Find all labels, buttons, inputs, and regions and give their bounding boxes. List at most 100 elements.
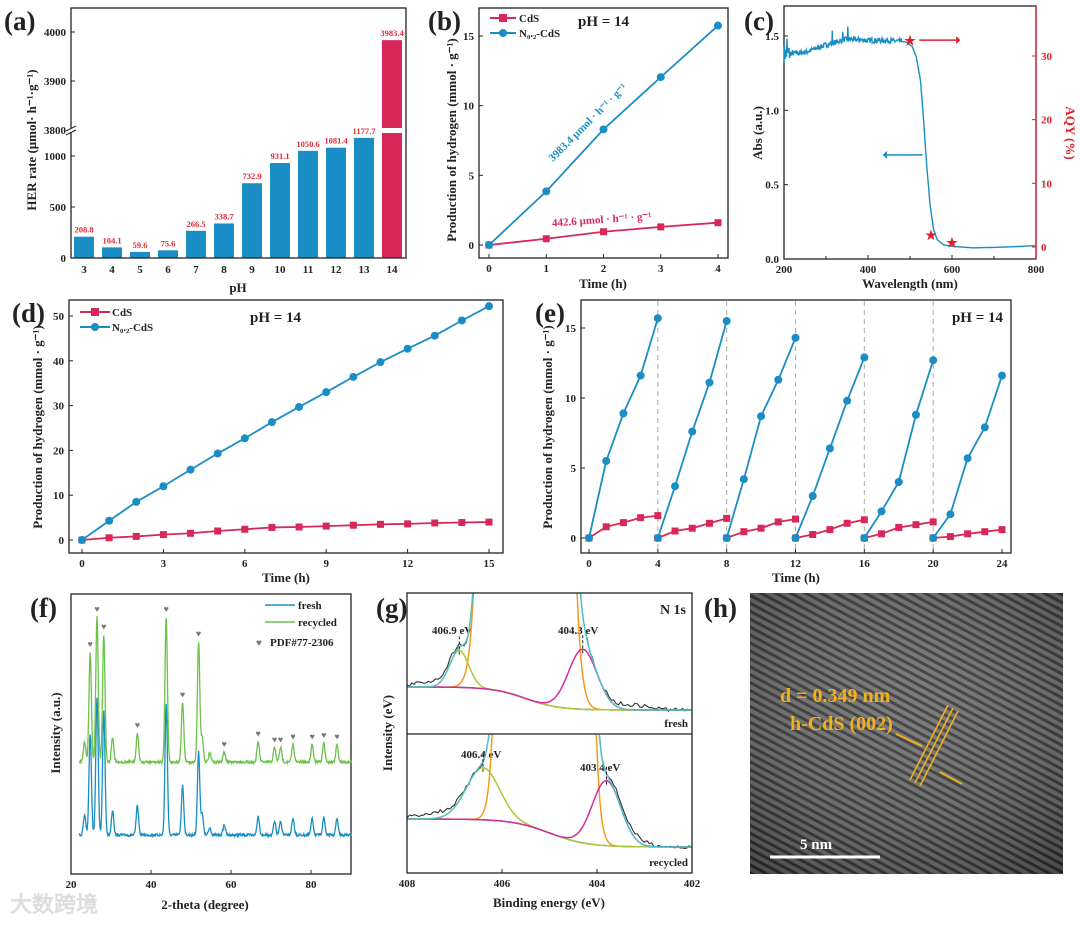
y-tick-label: 3800 [44, 125, 67, 137]
heart-marker-icon: ♥ [88, 639, 93, 649]
n-cds-point [963, 454, 972, 463]
n-cds-point [946, 510, 955, 519]
xps-fit-large [407, 593, 692, 711]
n-cds-point [705, 378, 714, 387]
panel-label-h: (h) [704, 593, 737, 623]
ph-annotation-b: pH = 14 [578, 14, 630, 30]
circle-marker-icon [91, 323, 99, 331]
cds-point [912, 521, 920, 529]
watermark: 大数跨境 [10, 892, 98, 918]
legend-label-n-cds: N₀.₂-CdS [519, 28, 560, 40]
x-tick-label: 80 [306, 879, 318, 891]
arrow-icon [895, 733, 923, 747]
panel-label-g: (g) [376, 593, 407, 623]
heart-marker-icon: ♥ [196, 629, 201, 639]
y-tick-label: 5 [469, 170, 475, 182]
x-tick-label: 15 [484, 558, 496, 570]
cds-point [132, 532, 140, 540]
y-tick-label: 10 [53, 490, 65, 502]
n-cds-point [132, 497, 141, 506]
n-cds-line [81, 305, 490, 541]
legend-f: fresh recycled ♥ PDF#77-2306 [256, 600, 337, 649]
x-tick-label: 12 [790, 558, 802, 570]
x-tick-label: 2 [601, 263, 607, 275]
heart-marker-icon: ♥ [101, 621, 106, 631]
legend-label-pdf: PDF#77-2306 [270, 637, 334, 649]
cds-point [714, 219, 722, 227]
n-cds-line [863, 359, 935, 539]
n-cds-line [488, 24, 719, 246]
cds-point [946, 533, 954, 541]
scale-bar-label: 5 nm [800, 837, 833, 853]
xps-background [407, 686, 692, 711]
legend-label-fresh: fresh [298, 600, 322, 612]
n-cds-point [457, 316, 466, 325]
cds-point [757, 524, 765, 532]
n-cds-point [585, 534, 593, 542]
x-tick-label: 200 [776, 264, 793, 276]
x-tick-label: 600 [944, 264, 961, 276]
xps-raw-data [407, 734, 691, 850]
x-tick-label: 3 [658, 263, 664, 275]
peak-label-fresh-1: 406.9 eV [432, 625, 472, 637]
x-tick-label: 40 [146, 879, 158, 891]
y-axis-title-f: Intensity (a.u.) [48, 692, 63, 773]
chart-d: 0 3 6 9 12 15 0 10 20 30 40 50 [53, 299, 504, 570]
cds-point [964, 530, 972, 538]
cds-point [657, 223, 665, 231]
cds-point [895, 524, 903, 531]
panel-label-c: (c) [744, 6, 774, 36]
y-tick-label: 10 [565, 393, 577, 405]
heart-marker-icon: ♥ [180, 690, 185, 700]
bar-value-label: 1177.7 [353, 126, 377, 136]
y-tick-label: 0 [1041, 242, 1047, 254]
cds-point [376, 520, 384, 528]
panel-label-b: (b) [428, 6, 461, 36]
cds-point [688, 524, 696, 532]
bar [186, 230, 206, 258]
n-cds-point [78, 536, 86, 544]
x-tick-label: 0 [586, 558, 592, 570]
cds-point [268, 523, 276, 531]
x-tick-label: 404 [589, 878, 606, 890]
n-cds-point [929, 534, 938, 542]
bar [326, 147, 346, 258]
xps-fit-peak [407, 779, 692, 848]
x-tick-label: 408 [399, 878, 416, 890]
x-tick-label: 0 [79, 558, 85, 570]
y-axis-right-title-c: AQY (%) [1063, 106, 1078, 159]
n-cds-point [825, 444, 834, 453]
x-tick-label: 8 [724, 558, 730, 570]
n-cds-point [688, 427, 697, 436]
bar [158, 250, 178, 258]
bar [270, 163, 290, 258]
y-tick-label: 40 [53, 356, 65, 368]
bar [214, 223, 234, 258]
y-tick-label: 5 [571, 463, 577, 475]
x-axis-title-c: Wavelength (nm) [862, 276, 958, 291]
bar-value-label: 931.1 [270, 151, 289, 161]
chart-a: 208.8 3 104.1 4 59.6 5 75.6 6 266.5 7 338.7 8 732.9 9… [44, 7, 407, 276]
n-cds-point [911, 410, 920, 419]
heart-marker-icon: ♥ [94, 604, 99, 614]
legend-b: CdS N₀.₂-CdS [490, 13, 560, 40]
ph-annotation-d: pH = 14 [250, 310, 302, 326]
plot-frame [68, 299, 504, 554]
x-tick-label: 24 [997, 558, 1009, 570]
legend-label-recycled: recycled [298, 617, 337, 629]
n-cds-point [980, 423, 989, 432]
x-tick-label: 406 [494, 878, 511, 890]
cds-point [843, 519, 851, 527]
cds-point [187, 529, 195, 537]
n-cds-point [267, 418, 276, 427]
y-tick-label: 20 [1041, 115, 1053, 127]
n-cds-point [860, 353, 869, 362]
bar-value-label: 208.8 [74, 225, 93, 235]
n-cds-point [929, 356, 938, 365]
cds-point [654, 512, 662, 520]
x-tick-label: 4 [715, 263, 721, 275]
n-cds-point [774, 375, 783, 384]
aqy-star-point: ★ [925, 227, 937, 242]
y-tick-label: 15 [565, 323, 577, 335]
cds-point [740, 528, 748, 536]
